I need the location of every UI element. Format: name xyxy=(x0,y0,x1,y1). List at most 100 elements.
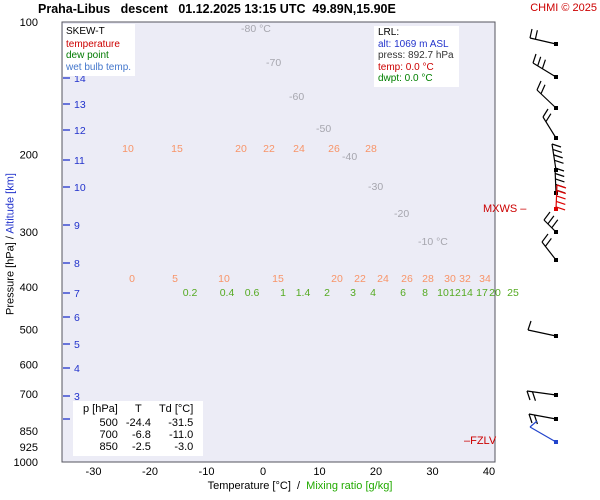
moist-adiabat-label: 20 xyxy=(235,143,247,155)
legend-items: temperature dew point wet bulb temp. xyxy=(66,39,131,74)
moist-adiabat-label: 28 xyxy=(422,273,434,285)
mixing-ratio-label: 1.4 xyxy=(296,287,311,299)
temperature-tick-label: 40 xyxy=(483,466,495,478)
mixing-ratio-label: 0.2 xyxy=(183,287,198,299)
pressure-tick-label: 925 xyxy=(20,442,38,454)
page-title: Praha-Libus descent 01.12.2025 13:15 UTC… xyxy=(38,2,396,16)
levels-column-header: Td [°C] xyxy=(158,403,194,415)
mixing-ratio-label: 4 xyxy=(370,287,376,299)
temperature-tick-label: -20 xyxy=(142,466,158,478)
wind-barb xyxy=(542,108,558,140)
moist-adiabat-label: 22 xyxy=(354,273,366,285)
table-row: 700 -6.8 -11.0 xyxy=(79,429,197,441)
mixing-ratio-label: 25 xyxy=(507,287,519,299)
altitude-tick-label: 3 xyxy=(74,391,80,403)
dry-adiabat-line xyxy=(477,22,495,42)
moist-adiabat-label: 24 xyxy=(377,273,389,285)
pressure-tick-label: 700 xyxy=(20,389,38,401)
mixing-ratio-label: 1 xyxy=(280,287,286,299)
temperature-tick-label: -10 xyxy=(199,466,215,478)
wind-barb xyxy=(529,28,558,46)
pressure-tick-label: 600 xyxy=(20,359,38,371)
pressure-tick-label: 100 xyxy=(20,17,38,29)
levels-column-header: T xyxy=(135,403,142,415)
lrl-line: dwpt: 0.0 °C xyxy=(378,73,433,84)
wind-barb xyxy=(554,167,566,195)
legend: SKEW-T temperature dew point wet bulb temp… xyxy=(63,24,136,76)
wind-barb xyxy=(532,53,558,79)
temperature-tick-label: 10 xyxy=(313,466,325,478)
legend-item: dew point xyxy=(66,50,109,61)
mixing-ratio-label: 2 xyxy=(324,287,330,299)
table-cell: -24.4 xyxy=(125,417,151,429)
wind-barb xyxy=(543,211,559,234)
isotherm-line xyxy=(488,455,495,462)
moist-adiabat-label: 15 xyxy=(171,143,183,155)
moist-adiabat-label: 26 xyxy=(328,143,340,155)
altitude-tick-label: 6 xyxy=(74,312,80,324)
pressure-tick-label: 850 xyxy=(20,426,38,438)
max-wind-speed-marker: MXWS – xyxy=(483,203,527,215)
x-axis-title: Temperature [°C] / Mixing ratio [g/kg] xyxy=(207,480,393,492)
moist-adiabat-label: 24 xyxy=(293,143,305,155)
chart-type-label: SKEW-T xyxy=(66,26,105,37)
table-cell: -2.5 xyxy=(131,441,151,453)
isotherm-label: -50 xyxy=(316,123,331,135)
pressure-tick-label: 500 xyxy=(20,325,38,337)
altitude-tick-label: 5 xyxy=(74,339,80,351)
mixing-ratio-label: 12 xyxy=(449,287,461,299)
isotherm-label: -80 °C xyxy=(241,23,271,35)
isotherm-label: -20 xyxy=(394,208,409,220)
plot-border xyxy=(61,21,496,463)
moist-adiabat-label: 10 xyxy=(122,143,134,155)
wind-barb xyxy=(527,320,558,338)
lrl-line: temp: 0.0 °C xyxy=(378,61,434,73)
moist-adiabat-label: 28 xyxy=(365,143,377,155)
wind-barb xyxy=(541,233,558,262)
table-cell: -11.0 xyxy=(169,429,194,441)
wind-barb xyxy=(529,420,558,444)
mixing-ratio-label: 0.6 xyxy=(245,287,260,299)
lrl-title: LRL: xyxy=(378,27,400,38)
moist-adiabat-label: 0 xyxy=(129,273,135,285)
temperature-tick-label: 30 xyxy=(426,466,438,478)
moist-adiabat-label: 22 xyxy=(263,143,275,155)
altitude-tick-label: 13 xyxy=(74,99,86,111)
table-row: 500 -24.4 -31.5 xyxy=(79,417,197,429)
levels-table: p [hPa] T Td [°C] 500 -24.4 -31.5 700 -6.8 -11.… xyxy=(73,401,204,456)
moist-adiabat-label: 5 xyxy=(172,273,178,285)
y-axis-title: Pressure [hPa] / Altitude [km] xyxy=(4,173,17,315)
mixing-ratio-label: 8 xyxy=(422,287,428,299)
wind-barb xyxy=(526,390,558,401)
altitude-tick-label: 8 xyxy=(74,258,80,270)
temperature-tick-label: -30 xyxy=(86,466,102,478)
mixing-ratio-label: 6 xyxy=(400,287,406,299)
isotherm-label: -70 xyxy=(266,57,281,69)
moist-adiabat-label: 20 xyxy=(331,273,343,285)
altitude-tick-label: 14 xyxy=(74,73,86,85)
moist-adiabat-label: 15 xyxy=(272,273,284,285)
legend-item: wet bulb temp. xyxy=(66,61,132,73)
wind-barb xyxy=(551,143,564,172)
levels-column-header: p [hPa] xyxy=(83,403,118,415)
wind-barb xyxy=(536,80,558,110)
isotherm-label: -40 xyxy=(342,151,357,163)
moist-adiabat-label: 26 xyxy=(401,273,413,285)
temperature-tick-label: 0 xyxy=(260,466,266,478)
x-axis-title-mixing-ratio: Mixing ratio [g/kg] xyxy=(306,480,393,492)
lrl-lines: alt: 1069 m ASL press: 892.7 hPa temp: 0.0… xyxy=(378,39,454,85)
moist-adiabat-label: 30 xyxy=(444,273,456,285)
mixing-ratio-label: 0.4 xyxy=(220,287,235,299)
y-axis-title-pressure: Pressure [hPa] xyxy=(4,242,17,315)
pressure-tick-label: 300 xyxy=(20,227,38,239)
y-axis-title-altitude: Altitude [km] xyxy=(4,173,17,234)
altitude-tick-label: 11 xyxy=(74,155,85,167)
altitude-tick-label: 9 xyxy=(74,220,80,232)
copyright-label: CHMI © 2025 xyxy=(530,2,597,14)
lrl-line: alt: 1069 m ASL xyxy=(378,38,449,50)
x-axis-title-temperature: Temperature [°C] xyxy=(207,480,291,492)
mixing-ratio-label: 17 xyxy=(476,287,488,299)
temperature-tick-label: 20 xyxy=(370,466,382,478)
